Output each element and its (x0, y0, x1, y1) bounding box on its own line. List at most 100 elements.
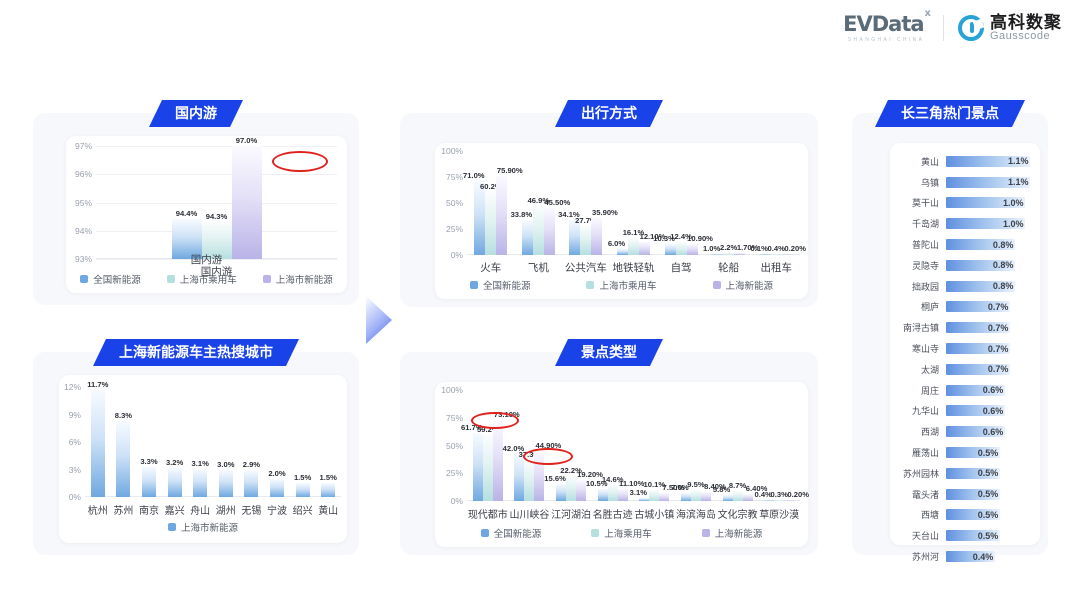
spot-name: 乌镇 (920, 177, 939, 188)
bar[interactable]: 5.8% (713, 485, 733, 501)
list-item[interactable]: 千岛湖 1.0% (900, 213, 1030, 234)
bar[interactable]: 0.20% (781, 244, 806, 255)
bar[interactable]: 0.4% (755, 490, 775, 501)
bar[interactable]: 71.0% (463, 171, 486, 255)
bar[interactable]: 3.1% (192, 459, 209, 497)
list-item[interactable]: 九华山 0.6% (900, 401, 1030, 422)
evdata-logo: EVDatax SHANGHAI CHINA (843, 8, 931, 43)
list-item[interactable]: 拙政园 0.8% (900, 276, 1030, 297)
legend-item-1[interactable]: 上海乘用车 (591, 526, 652, 540)
bar[interactable]: 6.40% (742, 484, 767, 501)
bar[interactable]: 94.4% (171, 209, 202, 259)
bar[interactable]: 0.3% (771, 490, 788, 501)
list-item[interactable]: 天台山 0.5% (900, 525, 1030, 546)
bar[interactable]: 8.40% (700, 482, 726, 501)
bar-value-label: 2.2% (719, 242, 738, 252)
bar[interactable]: 97.0% (231, 136, 262, 259)
bar[interactable]: 12.10% (638, 232, 665, 255)
bar[interactable]: 16.1% (623, 228, 644, 255)
list-item[interactable]: 雁荡山 0.5% (900, 442, 1030, 463)
list-item[interactable]: 乌镇 1.1% (900, 172, 1030, 193)
bar-value-label: 0.4% (972, 551, 994, 562)
list-item[interactable]: 苏州河 0.4% (900, 546, 1030, 567)
bar[interactable]: 10.3% (653, 234, 676, 255)
bar-group: 10.3% 12.4% 10.90% 自驾 (653, 151, 713, 274)
bar[interactable]: 3.3% (140, 457, 158, 497)
bar[interactable]: 75.90% (496, 166, 523, 255)
y-axis-tick: 75% (445, 412, 463, 423)
legend-item-1[interactable]: 上海市乘用车 (166, 272, 237, 286)
y-axis-tick: 25% (445, 468, 463, 479)
bar[interactable]: 61.7% (461, 423, 483, 501)
bar[interactable]: 73.10% (492, 410, 520, 501)
list-item[interactable]: 苏州园林 0.5% (900, 463, 1030, 484)
list-item[interactable]: 莫干山 1.0% (900, 193, 1030, 214)
bar[interactable]: 59.2% (477, 425, 499, 501)
bar[interactable]: 9.5% (687, 480, 705, 501)
bar[interactable]: 8.7% (729, 481, 746, 501)
list-item[interactable]: 桐庐 0.7% (900, 297, 1030, 318)
bar[interactable]: 1.5% (320, 473, 337, 497)
legend-item-0[interactable]: 全国新能源 (80, 272, 141, 286)
list-item[interactable]: 寒山寺 0.7% (900, 338, 1030, 359)
bar[interactable]: 3.2% (166, 458, 183, 497)
list-item[interactable]: 鼋头渚 0.5% (900, 484, 1030, 505)
bar[interactable]: 10.5% (586, 479, 608, 501)
bar[interactable]: 37.3% (519, 450, 540, 501)
bar[interactable]: 35.90% (591, 208, 618, 255)
bar[interactable]: 45.50% (543, 198, 570, 255)
bar[interactable]: 10.90% (686, 234, 713, 255)
list-item[interactable]: 灵隐寺 0.8% (900, 255, 1030, 276)
bar[interactable]: 12.4% (670, 232, 692, 255)
list-item[interactable]: 周庄 0.6% (900, 380, 1030, 401)
bar[interactable]: 15.6% (544, 474, 567, 501)
bar[interactable]: 46.9% (528, 196, 549, 255)
bar[interactable]: 7.0% (671, 483, 691, 501)
legend-item-1[interactable]: 上海市乘用车 (586, 278, 657, 292)
bar[interactable]: 10.1% (644, 480, 665, 501)
legend-item-0[interactable]: 上海市新能源 (167, 520, 238, 534)
legend-item-0[interactable]: 全国新能源 (469, 278, 530, 292)
legend-item-0[interactable]: 全国新能源 (480, 526, 541, 540)
bar[interactable]: 0.4% (768, 244, 785, 255)
bar-value-label: 0.8% (992, 239, 1014, 250)
bar-track: 0.5% (946, 467, 1030, 479)
list-item[interactable]: 南浔古镇 0.7% (900, 317, 1030, 338)
list-item[interactable]: 西湖 0.6% (900, 421, 1030, 442)
bar[interactable]: 6.0% (608, 239, 628, 255)
list-item[interactable]: 普陀山 0.8% (900, 234, 1030, 255)
bar[interactable]: 19.20% (576, 470, 603, 501)
bar[interactable]: 8.3% (115, 411, 132, 497)
bar[interactable]: 11.7% (87, 380, 108, 497)
bar[interactable]: 27.7% (575, 216, 597, 255)
bar[interactable]: 7.50% (659, 483, 684, 501)
bar[interactable]: 0.20% (784, 490, 809, 501)
bar[interactable]: 14.6% (602, 475, 623, 501)
legend-item-2[interactable]: 上海市新能源 (262, 272, 333, 286)
bar[interactable]: 33.8% (511, 210, 533, 255)
bar[interactable]: 94.3% (201, 212, 232, 259)
bar[interactable]: 34.1% (558, 210, 581, 255)
bar[interactable]: 42.0% (503, 444, 525, 501)
bar-group: 3.3% 南京 (136, 387, 162, 517)
bar[interactable]: 44.90% (534, 441, 561, 501)
list-item[interactable]: 太湖 0.7% (900, 359, 1030, 380)
bar-fill (946, 155, 1030, 167)
bar[interactable]: 60.2% (480, 182, 502, 255)
list-item[interactable]: 西塘 0.5% (900, 505, 1030, 526)
bar[interactable]: 3.1% (630, 488, 650, 501)
bar[interactable]: 2.0% (268, 469, 286, 497)
legend-item-2[interactable]: 上海新能源 (701, 526, 762, 540)
bar[interactable]: 2.2% (720, 243, 737, 255)
bar[interactable]: 1.0% (703, 244, 724, 255)
bar[interactable]: 3.0% (217, 460, 234, 497)
legend-item-2[interactable]: 上海新能源 (712, 278, 773, 292)
chart-card-travel-mode: 0% 25% 50% 75% 100% 71.0% 60.2% 75.90% 火车 33.8% 46… (435, 143, 808, 299)
bar[interactable]: 1.70% (734, 243, 758, 255)
bar[interactable]: 2.9% (243, 460, 260, 497)
bar[interactable]: 0.1% (751, 244, 771, 255)
list-item[interactable]: 黄山 1.1% (900, 151, 1030, 172)
bar[interactable]: 11.10% (617, 479, 644, 501)
bar[interactable]: 1.5% (294, 473, 311, 497)
bar[interactable]: 22.2% (560, 466, 582, 501)
